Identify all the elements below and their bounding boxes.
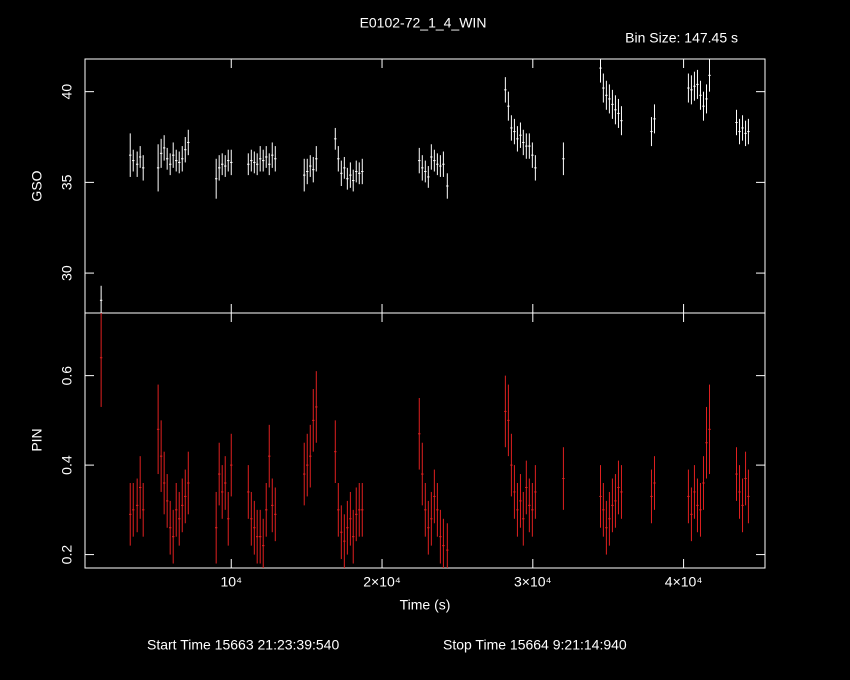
x-axis-label: Time (s) (400, 597, 451, 613)
x-tick-label: 4×10⁴ (665, 574, 703, 590)
panel-frame (84, 312, 766, 569)
y-tick-label: 30 (59, 265, 75, 281)
chart-title: E0102-72_1_4_WIN (360, 15, 487, 31)
start-time: Start Time 15663 21:23:39:540 (147, 637, 339, 653)
y-tick-label: 0.2 (59, 545, 75, 565)
x-tick-label: 3×10⁴ (514, 574, 552, 590)
panel-frame (84, 58, 766, 314)
x-tick-label: 2×10⁴ (363, 574, 401, 590)
y-tick-label: 0.6 (59, 366, 75, 386)
y-axis-label: PIN (29, 428, 45, 451)
bin-size: Bin Size: 147.45 s (625, 30, 738, 46)
y-tick-label: 40 (59, 84, 75, 100)
stop-time: Stop Time 15664 9:21:14:940 (443, 637, 627, 653)
y-tick-label: 35 (59, 174, 75, 190)
x-tick-label: 10⁴ (220, 574, 242, 590)
y-axis-label: GSO (29, 170, 45, 201)
y-tick-label: 0.4 (59, 455, 75, 475)
